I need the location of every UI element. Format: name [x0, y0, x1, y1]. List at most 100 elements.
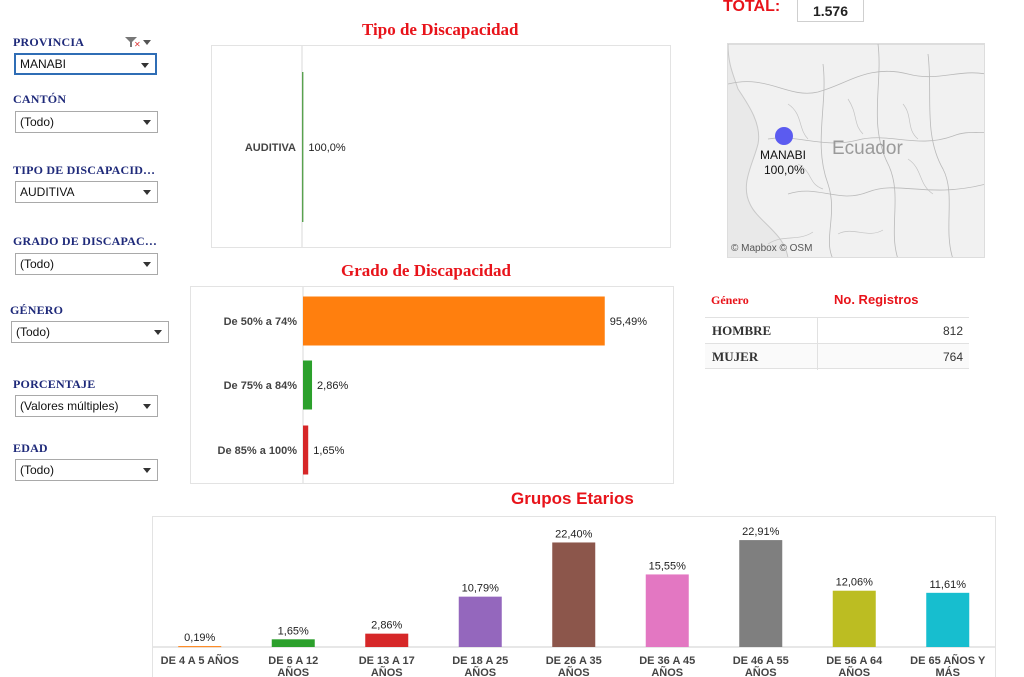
edad-chart-panel: 0,19% DE 4 A 5 AÑOS 1,65% DE 6 A 12 AÑOS 2,86…: [152, 516, 996, 677]
row-genero: HOMBRE: [712, 323, 772, 338]
map-place-value: 100,0%: [764, 163, 805, 177]
table-header-registros: No. Registros: [834, 292, 919, 307]
filter-label-grado: GRADO DE DISCAPAC…: [13, 234, 158, 248]
data-label: 11,61%: [930, 579, 967, 591]
bar: [178, 646, 222, 648]
porcentaje-value: (Valores múltiples): [20, 399, 119, 413]
provincia-value: MANABI: [20, 57, 67, 71]
data-label: 1,65%: [313, 445, 344, 457]
tick-label: AÑOS: [838, 666, 870, 677]
chevron-down-icon: [154, 330, 162, 335]
canton-select[interactable]: (Todo): [15, 111, 158, 133]
category-label: De 75% a 84%: [224, 380, 298, 392]
chevron-down-icon: [143, 190, 151, 195]
bar: [552, 542, 596, 647]
data-label: 2,86%: [317, 380, 348, 392]
filter-label-genero: GÉNERO: [10, 303, 64, 317]
tick-label: DE 46 A 55: [733, 655, 789, 667]
edad-value: (Todo): [20, 463, 55, 477]
filter-label-tipo: TIPO DE DISCAPACID…: [13, 163, 156, 177]
tick-label: AÑOS: [651, 666, 683, 677]
chevron-down-icon: [143, 468, 151, 473]
data-label: 100,0%: [308, 142, 346, 154]
data-label: 0,19%: [184, 632, 215, 644]
edad-chart-title: Grupos Etarios: [511, 489, 634, 508]
grado-chart-title: Grado de Discapacidad: [341, 261, 512, 280]
grado-select[interactable]: (Todo): [15, 253, 158, 275]
row-genero: MUJER: [712, 349, 759, 364]
tick-label: AÑOS: [558, 666, 590, 677]
tick-label: DE 18 A 25: [452, 655, 508, 667]
edad-select[interactable]: (Todo): [15, 459, 158, 481]
category-label: De 50% a 74%: [224, 316, 298, 328]
provincia-select[interactable]: MANABI: [14, 53, 157, 75]
tick-label: DE 36 A 45: [639, 655, 695, 667]
tick-label: DE 56 A 64: [826, 655, 883, 667]
bar: [926, 592, 970, 647]
chevron-down-icon: [143, 404, 151, 409]
genero-select[interactable]: (Todo): [11, 321, 169, 343]
row-registros: 764: [942, 350, 963, 364]
tipo-chart-panel: AUDITIVA 100,0%: [211, 45, 671, 248]
porcentaje-select[interactable]: (Valores múltiples): [15, 395, 158, 417]
tick-label: DE 13 A 17: [359, 655, 415, 667]
tick-label: DE 65 AÑOS Y: [910, 654, 986, 667]
tick-label: AÑOS: [745, 666, 777, 677]
tick-label: AÑOS: [371, 666, 403, 677]
canton-value: (Todo): [20, 115, 55, 129]
category-label: AUDITIVA: [245, 142, 296, 154]
bar: [365, 633, 409, 647]
tick-label: AÑOS: [277, 666, 309, 677]
data-label: 95,49%: [610, 316, 648, 328]
filter-label-provincia: PROVINCIA: [13, 35, 85, 49]
total-label: TOTAL:: [723, 0, 781, 15]
bar: [832, 590, 876, 647]
bar: [645, 574, 689, 647]
table-row: HOMBRE 812: [705, 317, 969, 344]
data-label: 1,65%: [278, 625, 309, 637]
map-canvas: [728, 44, 984, 257]
filter-menu-icon[interactable]: [143, 40, 151, 45]
bar: [302, 72, 304, 222]
tick-label: DE 4 A 5 AÑOS: [161, 654, 239, 667]
tipo-chart: AUDITIVA 100,0%: [245, 46, 346, 247]
map-place-label: MANABI: [760, 148, 807, 162]
data-label: 12,06%: [836, 577, 874, 589]
total-value: 1.576: [797, 0, 864, 22]
ecuador-map[interactable]: MANABI 100,0% Ecuador © Mapbox © OSM: [727, 43, 985, 258]
data-label: 2,86%: [371, 620, 402, 632]
data-label: 22,91%: [742, 526, 780, 538]
chevron-down-icon: [141, 63, 149, 68]
filter-label-canton: CANTÓN: [13, 92, 67, 106]
tipo-chart-title: Tipo de Discapacidad: [362, 20, 519, 39]
bar: [271, 639, 315, 647]
filter-clear-icon[interactable]: ✕: [125, 37, 151, 50]
filter-label-edad: EDAD: [13, 441, 48, 455]
table-header-genero: Género: [711, 293, 749, 307]
tick-label: AÑOS: [464, 666, 496, 677]
map-country-label: Ecuador: [832, 138, 903, 159]
grado-value: (Todo): [20, 257, 55, 271]
bar: [739, 540, 783, 647]
category-label: De 85% a 100%: [218, 445, 298, 457]
genero-value: (Todo): [16, 325, 51, 339]
data-label: 15,55%: [649, 560, 687, 572]
bar: [303, 425, 309, 475]
row-registros: 812: [942, 324, 963, 338]
bar: [303, 360, 313, 410]
chevron-down-icon: [143, 120, 151, 125]
table-row: MUJER 764: [705, 343, 969, 370]
bar: [303, 296, 605, 346]
data-label: 10,79%: [462, 583, 500, 595]
grado-chart: De 50% a 74% 95,49% De 75% a 84% 2,86% De 85…: [218, 287, 648, 483]
tick-label: DE 6 A 12: [268, 655, 318, 667]
map-attribution: © Mapbox © OSM: [731, 243, 813, 254]
tipo-value: AUDITIVA: [20, 185, 75, 199]
grado-chart-panel: De 50% a 74% 95,49% De 75% a 84% 2,86% De 85…: [190, 286, 674, 484]
tick-label: MÁS: [936, 666, 960, 677]
tipo-select[interactable]: AUDITIVA: [15, 181, 158, 203]
map-point[interactable]: [775, 127, 793, 145]
data-label: 22,40%: [555, 528, 593, 540]
tick-label: DE 26 A 35: [546, 655, 602, 667]
